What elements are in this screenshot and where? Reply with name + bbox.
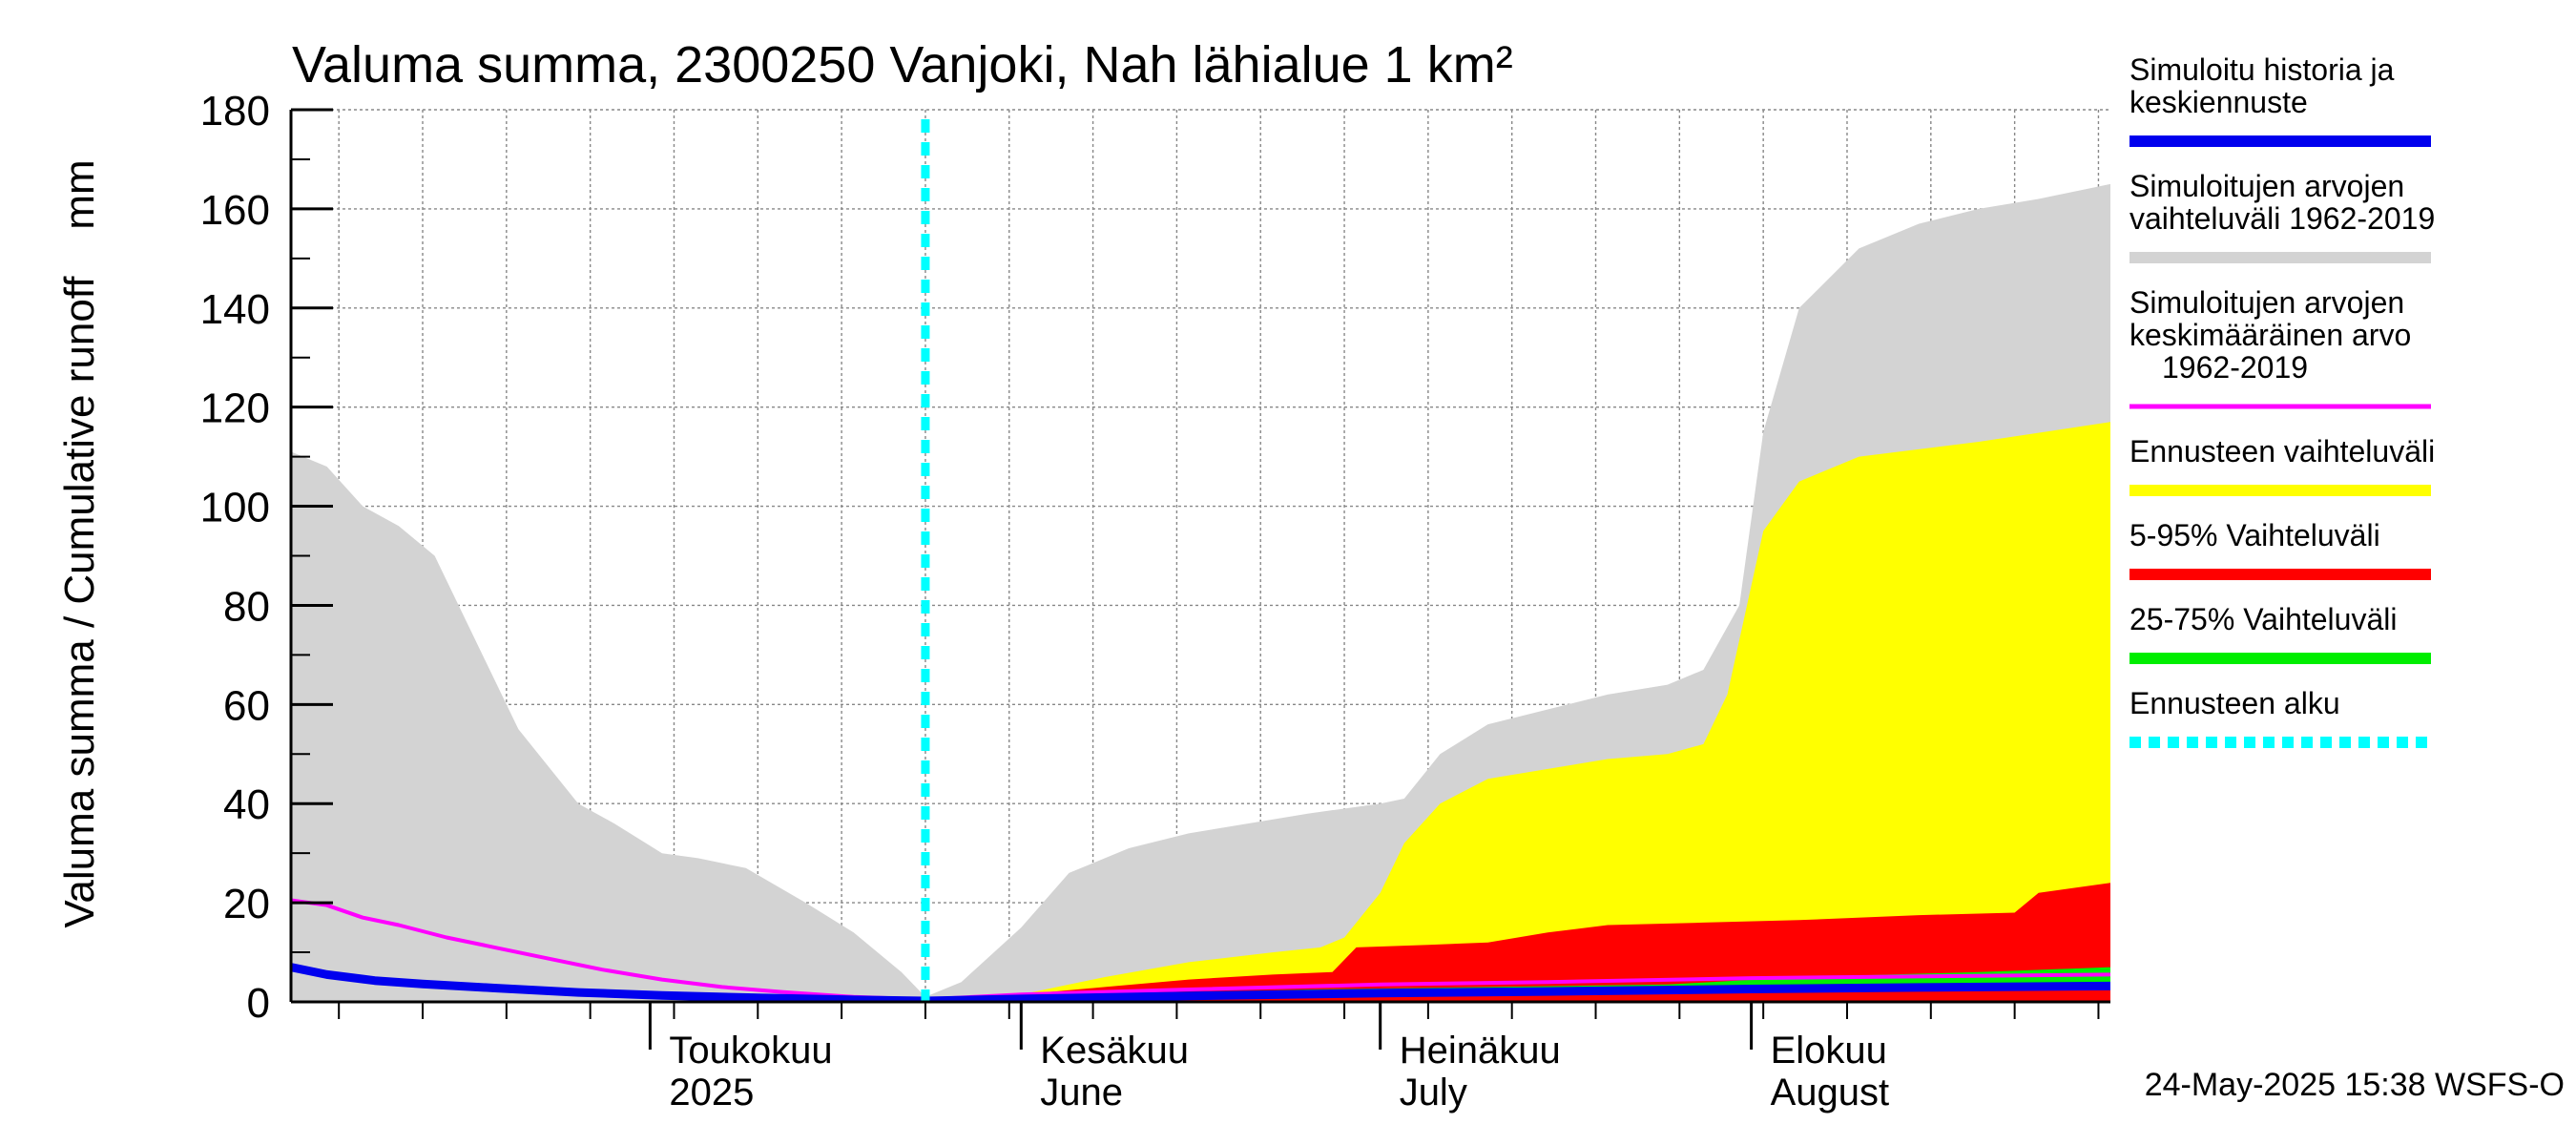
- y-tick-label: 40: [223, 781, 270, 828]
- legend: Simuloitu historia jakeskiennusteSimuloi…: [2129, 52, 2435, 748]
- month-sublabel: July: [1400, 1072, 1467, 1114]
- legend-item: Ennusteen alku: [2129, 686, 2431, 748]
- y-tick-label: 80: [223, 583, 270, 630]
- legend-label: Ennusteen alku: [2129, 686, 2340, 720]
- legend-label: keskiennuste: [2129, 85, 2308, 119]
- legend-label: Simuloitujen arvojen: [2129, 285, 2404, 320]
- line-ff00ff: [291, 898, 2110, 1002]
- legend-label: keskimääräinen arvo: [2129, 318, 2411, 352]
- legend-label: Ennusteen vaihteluväli: [2129, 434, 2435, 468]
- band-ff0000: [924, 883, 2110, 1002]
- month-label: Elokuu: [1771, 1030, 1887, 1072]
- legend-label: 5-95% Vaihteluväli: [2129, 518, 2380, 552]
- y-axis-label: Valuma summa / Cumulative runoff mm: [56, 159, 103, 927]
- month-sublabel: 2025: [669, 1072, 754, 1114]
- y-tick-label: 100: [200, 485, 270, 531]
- legend-label: vaihteluväli 1962-2019: [2129, 201, 2435, 236]
- y-tick-label: 140: [200, 286, 270, 333]
- series-group: [291, 183, 2110, 1002]
- month-label: Kesäkuu: [1040, 1030, 1189, 1072]
- month-sublabel: August: [1771, 1072, 1890, 1114]
- y-tick-label: 60: [223, 682, 270, 729]
- month-label: Toukokuu: [669, 1030, 832, 1072]
- timestamp-footer: 24-May-2025 15:38 WSFS-O: [2145, 1067, 2565, 1103]
- axes: [289, 108, 2110, 1050]
- series-layer: [291, 119, 2110, 1002]
- chart-title: Valuma summa, 2300250 Vanjoki, Nah lähia…: [292, 36, 1513, 94]
- legend-label: Simuloitujen arvojen: [2129, 169, 2404, 203]
- legend-item: 25-75% Vaihteluväli: [2129, 602, 2431, 664]
- month-label: Heinäkuu: [1400, 1030, 1561, 1072]
- legend-label: 25-75% Vaihteluväli: [2129, 602, 2397, 636]
- y-tick-label: 0: [247, 980, 270, 1027]
- legend-label: Simuloitu historia ja: [2129, 52, 2395, 87]
- month-sublabel: June: [1040, 1072, 1123, 1114]
- band-ffff00: [924, 422, 2110, 1002]
- y-tick-label: 180: [200, 88, 270, 135]
- legend-item: Ennusteen vaihteluväli: [2129, 434, 2435, 496]
- y-tick-label: 20: [223, 881, 270, 927]
- legend-item: 5-95% Vaihteluväli: [2129, 518, 2431, 580]
- legend-label: 1962-2019: [2162, 350, 2308, 385]
- y-tick-label: 120: [200, 385, 270, 432]
- line-0000ee: [291, 963, 2110, 1002]
- y-tick-label: 160: [200, 187, 270, 234]
